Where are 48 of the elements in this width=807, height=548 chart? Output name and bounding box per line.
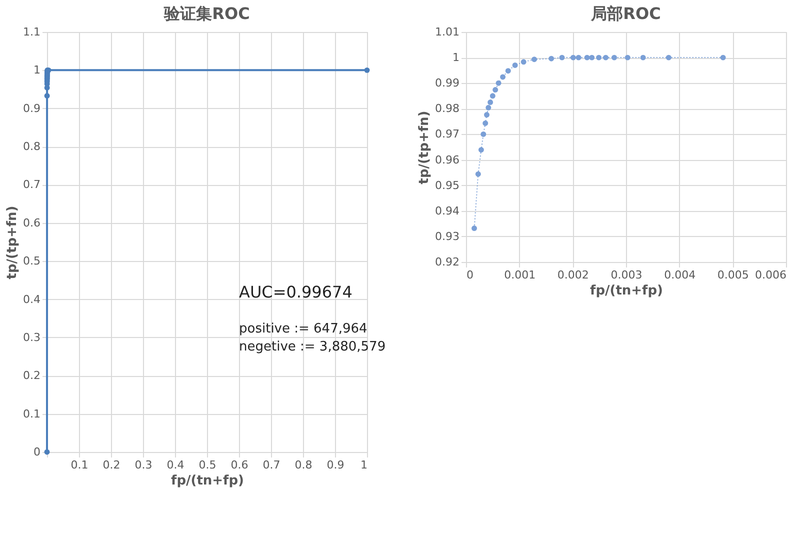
y-tick-label: 0.99	[435, 76, 460, 90]
x-tick-label: 0.7	[262, 458, 280, 472]
y-tick-label: 0.96	[435, 153, 460, 166]
chart-title: 验证集ROC	[163, 4, 250, 23]
y-tick-label: 0.7	[23, 178, 40, 192]
y-tick-label: 0.4	[23, 292, 40, 306]
y-tick-label: 0.9	[23, 102, 40, 115]
y-tick-label: 1.01	[435, 26, 460, 38]
x-tick-label: 0.6	[230, 458, 248, 472]
x-tick-label: 0.4	[166, 458, 184, 472]
y-axis-title: tp/(tp+fn)	[5, 206, 20, 280]
x-tick-label: 1	[360, 458, 368, 472]
chart-title: 局部ROC	[590, 4, 661, 23]
y-tick-label: 0.93	[435, 230, 460, 243]
y-tick-label: 0.5	[23, 254, 40, 268]
x-tick-label: 0.006	[755, 268, 786, 282]
y-tick-label: 1.1	[23, 26, 40, 38]
y-tick-label: 1	[452, 51, 460, 64]
x-axis-title: fp/(tn+fp)	[171, 474, 244, 488]
annotation: AUC=0.99674	[239, 282, 352, 302]
y-tick-label: 0.95	[435, 178, 460, 192]
y-tick-label: 0.94	[435, 204, 460, 218]
y-tick-label: 0	[34, 446, 40, 458]
y-tick-label: 0.98	[435, 102, 460, 116]
y-tick-label: 0.92	[435, 256, 460, 268]
x-tick-label: 0.2	[102, 458, 120, 472]
x-tick-label: 0	[466, 268, 474, 282]
x-tick-label: 0.003	[610, 268, 642, 282]
x-tick-label: 0.002	[557, 268, 589, 282]
x-tick-label: 0.004	[664, 268, 696, 282]
x-tick-label: 0.3	[134, 458, 152, 472]
y-axis-title: tp/(tp+fn)	[417, 110, 432, 184]
x-tick-label: 0.005	[717, 268, 749, 282]
x-axis-title: fp/(tn+fp)	[590, 284, 663, 298]
y-tick-label: 1	[34, 64, 40, 77]
y-tick-label: 0.1	[23, 407, 40, 420]
annotation: positive := 647,964	[239, 321, 368, 336]
y-tick-label: 0.97	[435, 128, 460, 141]
y-tick-label: 0.6	[23, 216, 40, 230]
x-tick-label: 0.001	[504, 268, 536, 282]
x-tick-label: 0.9	[326, 458, 344, 472]
x-tick-label: 0.1	[70, 458, 88, 472]
x-tick-label: 0.8	[294, 458, 312, 472]
y-tick-label: 0.3	[23, 330, 40, 344]
x-tick-label: 0.5	[198, 458, 216, 472]
y-tick-label: 0.2	[23, 369, 40, 382]
y-tick-label: 0.8	[23, 140, 40, 154]
annotation: negetive := 3,880,579	[239, 339, 386, 354]
